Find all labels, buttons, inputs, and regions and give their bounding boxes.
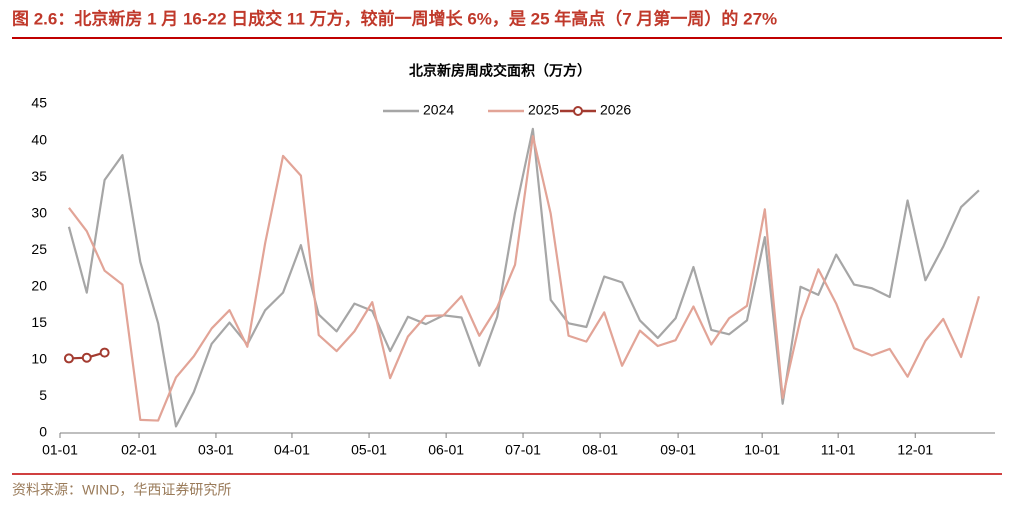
- series-marker: [81, 352, 92, 363]
- legend-label: 2025: [528, 102, 559, 118]
- legend-marker: [573, 106, 583, 116]
- x-tick-label: 08-01: [582, 442, 618, 458]
- x-tick-label: 02-01: [121, 442, 157, 458]
- source: 资料来源：WIND，华西证券研究所: [12, 482, 231, 498]
- x-tick-label: 03-01: [198, 442, 234, 458]
- y-tick-label: 5: [39, 387, 47, 403]
- x-tick-label: 05-01: [351, 442, 387, 458]
- series-marker: [99, 347, 110, 358]
- y-tick-label: 15: [31, 314, 47, 330]
- y-tick-label: 20: [31, 277, 47, 293]
- x-tick-label: 07-01: [505, 442, 541, 458]
- y-tick-label: 35: [31, 168, 47, 184]
- x-tick-label: 06-01: [428, 442, 464, 458]
- series-line: [67, 127, 980, 428]
- legend-label: 2026: [600, 102, 631, 118]
- x-tick-label: 01-01: [42, 442, 78, 458]
- chart-title: 北京新房周成交面积（万方）: [409, 63, 591, 79]
- x-tick-label: 12-01: [897, 442, 933, 458]
- x-tick-label: 10-01: [744, 442, 780, 458]
- x-tick-label: 09-01: [660, 442, 696, 458]
- y-tick-label: 45: [31, 95, 47, 111]
- figure-title: 图 2.6：北京新房 1 月 16-22 日成交 11 万方，较前一周增长 6%…: [12, 8, 777, 28]
- y-tick-label: 30: [31, 204, 47, 220]
- y-tick-label: 25: [31, 241, 47, 257]
- series-marker: [63, 353, 74, 364]
- y-tick-label: 10: [31, 351, 47, 367]
- legend-label: 2024: [423, 102, 454, 118]
- x-tick-label: 04-01: [274, 442, 310, 458]
- y-tick-label: 0: [39, 424, 47, 440]
- y-tick-label: 40: [31, 131, 47, 147]
- series-line: [68, 135, 980, 422]
- x-tick-label: 11-01: [821, 442, 856, 458]
